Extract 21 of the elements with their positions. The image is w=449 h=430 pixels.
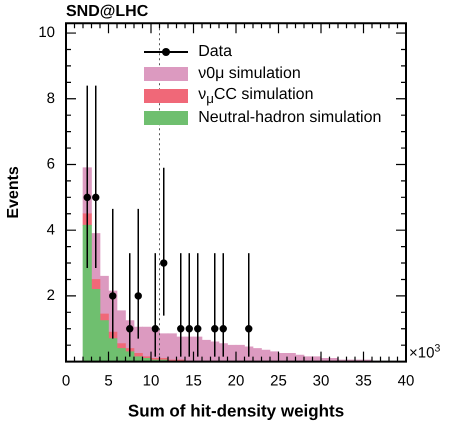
x-tick-label: 20 xyxy=(228,372,244,390)
x-tick-label: 10 xyxy=(142,372,160,390)
y-tick-label: 8 xyxy=(46,90,55,107)
y-tick-label: 6 xyxy=(46,156,55,173)
x-tick-label: 15 xyxy=(185,372,202,390)
x-tick-label: 25 xyxy=(270,372,287,390)
y-tick-label: 10 xyxy=(38,24,55,42)
x-tick-label: 0 xyxy=(62,372,70,390)
x-tick-label: 5 xyxy=(104,372,113,390)
x-tick-label: 30 xyxy=(312,372,330,390)
x-tick-label: 40 xyxy=(398,372,414,390)
legend-label: ν0μ simulation xyxy=(198,65,301,84)
chart-title: SND@LHC xyxy=(66,3,149,20)
y-tick-label: 4 xyxy=(46,221,55,238)
legend-label: ν$_{μ}$CC simulation xyxy=(198,86,314,106)
x-tick-label: 35 xyxy=(355,372,372,390)
y-axis-title: Events xyxy=(5,166,22,219)
x-axis-title: Sum of hit-density weights xyxy=(128,401,344,420)
legend-label: Neutral-hadron simulation xyxy=(198,109,382,128)
y-tick-label: 2 xyxy=(46,287,55,304)
legend-label: Data xyxy=(198,43,232,62)
